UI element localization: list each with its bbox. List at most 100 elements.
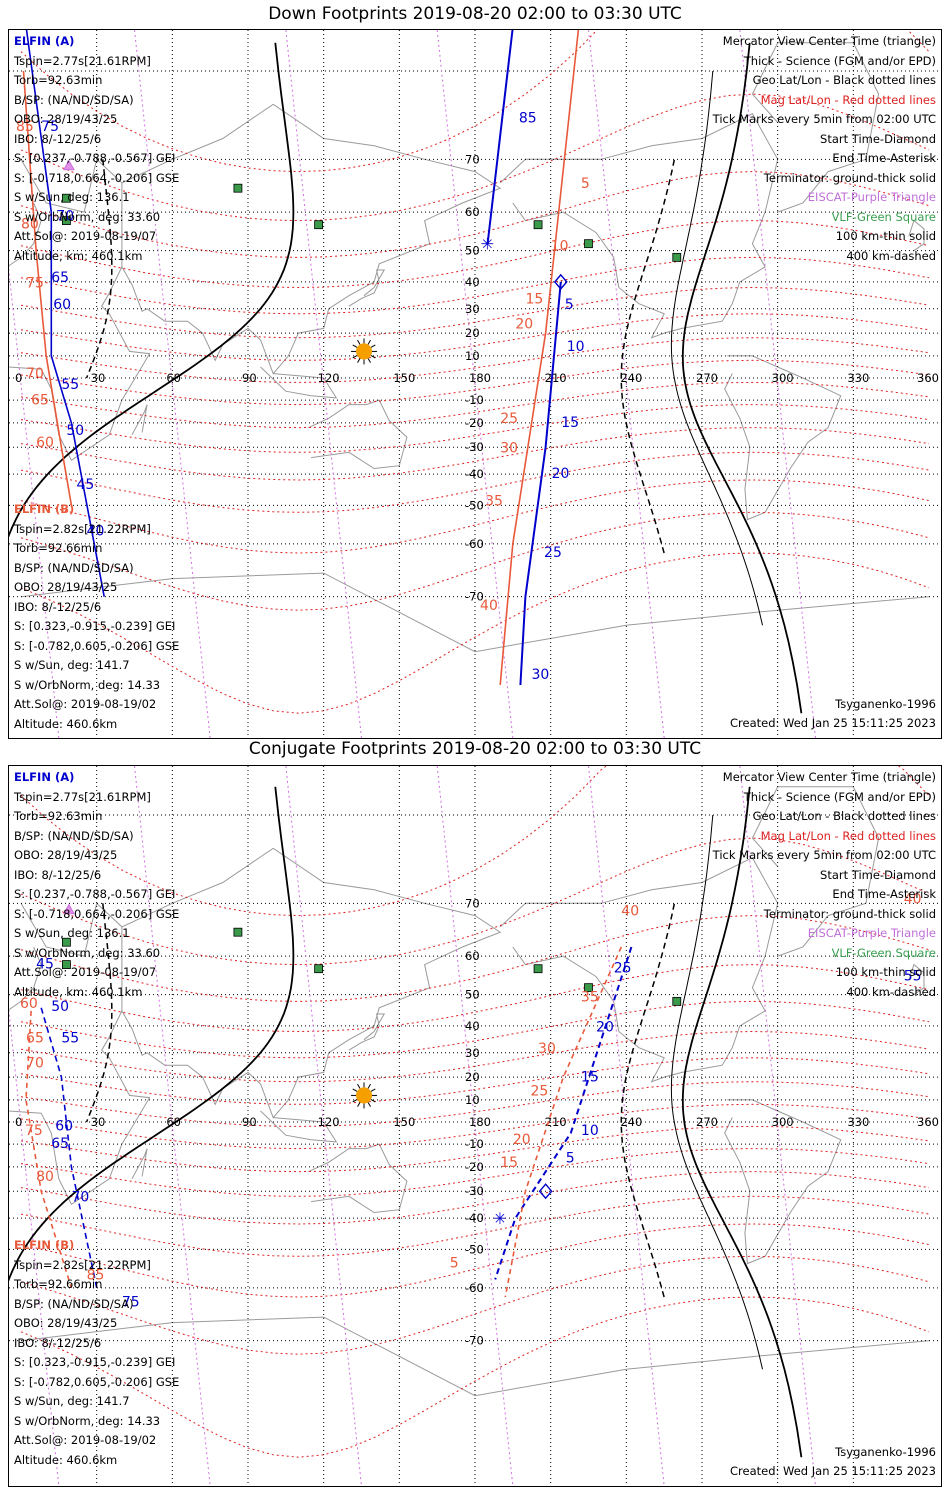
lat-label: -70 xyxy=(465,590,484,604)
info-line: B/SP: (NA/ND/SD/SA) xyxy=(14,828,134,843)
lat-label: -50 xyxy=(465,498,484,512)
terminator-east xyxy=(681,786,803,1458)
model-name: Tsyganenko-1996 xyxy=(835,1445,936,1459)
lat-label: 40 xyxy=(465,1019,480,1033)
legend-down: Mercator View Center Time (triangle) Thi… xyxy=(713,32,936,266)
coastline xyxy=(9,902,151,1206)
created-stamp: Created: Wed Jan 25 15:11:25 2023 xyxy=(729,1464,936,1478)
sun-ray xyxy=(367,358,371,363)
map-canvas-conj[interactable]: 0 30 60 90 120 150 180 210 240 270 300 330 360 70 60 50… xyxy=(9,766,941,1486)
mag-parallel xyxy=(20,1103,930,1150)
lon-label: 270 xyxy=(696,1115,718,1129)
mag-parallel xyxy=(20,1081,930,1127)
start-diamond-icon xyxy=(538,1183,553,1200)
legend-conj: Mercator View Center Time (triangle) Thi… xyxy=(713,768,936,1002)
mag-parallel xyxy=(20,915,930,1002)
vlf-station-icon xyxy=(314,220,324,230)
tick-label: 25 xyxy=(544,545,562,561)
mag-grid xyxy=(20,30,930,714)
track-a-south xyxy=(519,281,562,686)
info-line: IBO: 8/-12/25/6 xyxy=(14,867,102,882)
coastline xyxy=(9,158,151,462)
panel-title-down: Down Footprints 2019-08-20 02:00 to 03:3… xyxy=(268,4,682,24)
info-line: S w/OrbNorm, deg: 14.33 xyxy=(14,677,161,692)
coastline xyxy=(121,103,502,375)
tick-label: 85 xyxy=(16,119,34,135)
legend-line: Start Time-Diamond xyxy=(820,131,936,146)
legend-line: EISCAT-Purple Triangle xyxy=(807,190,936,204)
info-line: S w/Sun, deg: 136.1 xyxy=(14,190,130,204)
lon-label: 360 xyxy=(917,1115,939,1129)
lon-label: 360 xyxy=(917,371,939,385)
legend-line: Mag Lat/Lon - Red dotted lines xyxy=(760,828,936,843)
tick-label: 65 xyxy=(26,1030,44,1046)
lon-label: 210 xyxy=(545,1115,567,1129)
coastline xyxy=(348,269,386,307)
lon-label: 210 xyxy=(545,371,567,385)
tick-label: 55 xyxy=(61,377,79,393)
tick-label: 10 xyxy=(551,239,569,255)
end-asterisk-icon: ✳ xyxy=(481,235,494,254)
lon-label: 90 xyxy=(242,371,257,385)
tick-label: 60 xyxy=(55,1118,73,1134)
lon-label: 0 xyxy=(15,1115,22,1129)
lon-label: 180 xyxy=(469,1115,491,1129)
tick-label: 15 xyxy=(525,292,543,308)
coastline xyxy=(751,786,880,957)
info-line: Torb=92.66min xyxy=(14,541,103,555)
tick-label: 50 xyxy=(51,999,69,1015)
legend-line: VLF-Green Square xyxy=(831,209,936,224)
info-line: S: [0.323,-0.915,-0.239] GEI xyxy=(14,619,176,633)
lon-label: 90 xyxy=(242,1115,257,1129)
lat-label: 10 xyxy=(465,349,480,363)
mag-meridian xyxy=(436,766,514,1486)
lat-label: -70 xyxy=(465,1334,484,1348)
sun-ray xyxy=(352,1088,358,1092)
info-line: S w/Sun, deg: 136.1 xyxy=(14,926,130,940)
tick-label: 30 xyxy=(538,1041,556,1057)
info-line: B/SP: (NA/ND/SD/SA) xyxy=(14,1296,134,1311)
legend-line: Mag Lat/Lon - Red dotted lines xyxy=(760,92,936,107)
mag-parallel xyxy=(20,1223,930,1298)
lon-label: 120 xyxy=(318,1115,340,1129)
tick-label: 70 xyxy=(71,1190,89,1206)
sat-b-info-down: ELFIN (B) Tspin=2.82s[21.22RPM] Torb=92.6… xyxy=(14,500,179,734)
lat-label: 10 xyxy=(465,1093,480,1107)
mag-meridian xyxy=(9,267,60,738)
lat-label: -60 xyxy=(465,1281,484,1295)
mag-parallel xyxy=(20,451,930,513)
tick-label: 40 xyxy=(480,598,498,614)
tick-label: 15 xyxy=(561,415,579,431)
legend-line: End Time-Asterisk xyxy=(832,151,936,165)
eiscat-triangle-icon xyxy=(63,903,75,915)
track-a-west xyxy=(40,1007,98,1289)
info-line: S w/Sun, deg: 141.7 xyxy=(14,1394,130,1408)
info-line: Tspin=2.77s[21.61RPM] xyxy=(14,789,151,804)
coastline xyxy=(724,355,842,521)
mag-meridian xyxy=(9,1007,60,1486)
legend-line: End Time-Asterisk xyxy=(832,887,936,901)
info-line: S: [-0.718,0.664,-0.206] GSE xyxy=(14,906,180,921)
sun-ray xyxy=(357,1083,361,1089)
tick-label: 10 xyxy=(581,1123,599,1139)
legend-line: Mercator View Center Time (triangle) xyxy=(722,34,936,48)
map-canvas-down[interactable]: 0 30 60 90 120 150 180 210 240 270 300 330 360 70 60 50… xyxy=(9,30,941,738)
lat-label: -40 xyxy=(465,467,484,481)
terminator-100km xyxy=(670,70,763,626)
lon-label: 150 xyxy=(393,371,415,385)
tick-label: 15 xyxy=(581,1070,599,1086)
info-line: S w/OrbNorm, deg: 33.60 xyxy=(14,945,161,960)
legend-line: Terminator: ground-thick solid xyxy=(763,170,936,185)
tick-label: 40 xyxy=(621,904,639,920)
lon-label: 240 xyxy=(620,1115,642,1129)
mag-parallel xyxy=(20,964,930,1033)
mag-parallel xyxy=(20,337,930,383)
tick-label: 75 xyxy=(122,1295,140,1311)
tick-label: 70 xyxy=(26,1056,44,1072)
sun-ray xyxy=(352,354,358,359)
map-frame-conj: 0 30 60 90 120 150 180 210 240 270 300 330 360 70 60 50… xyxy=(8,765,942,1487)
tick-label: 20 xyxy=(596,1020,614,1036)
info-line: Tspin=2.77s[21.61RPM] xyxy=(14,53,151,68)
tick-label: 65 xyxy=(31,393,49,409)
sat-a-name: ELFIN (A) xyxy=(14,34,75,48)
